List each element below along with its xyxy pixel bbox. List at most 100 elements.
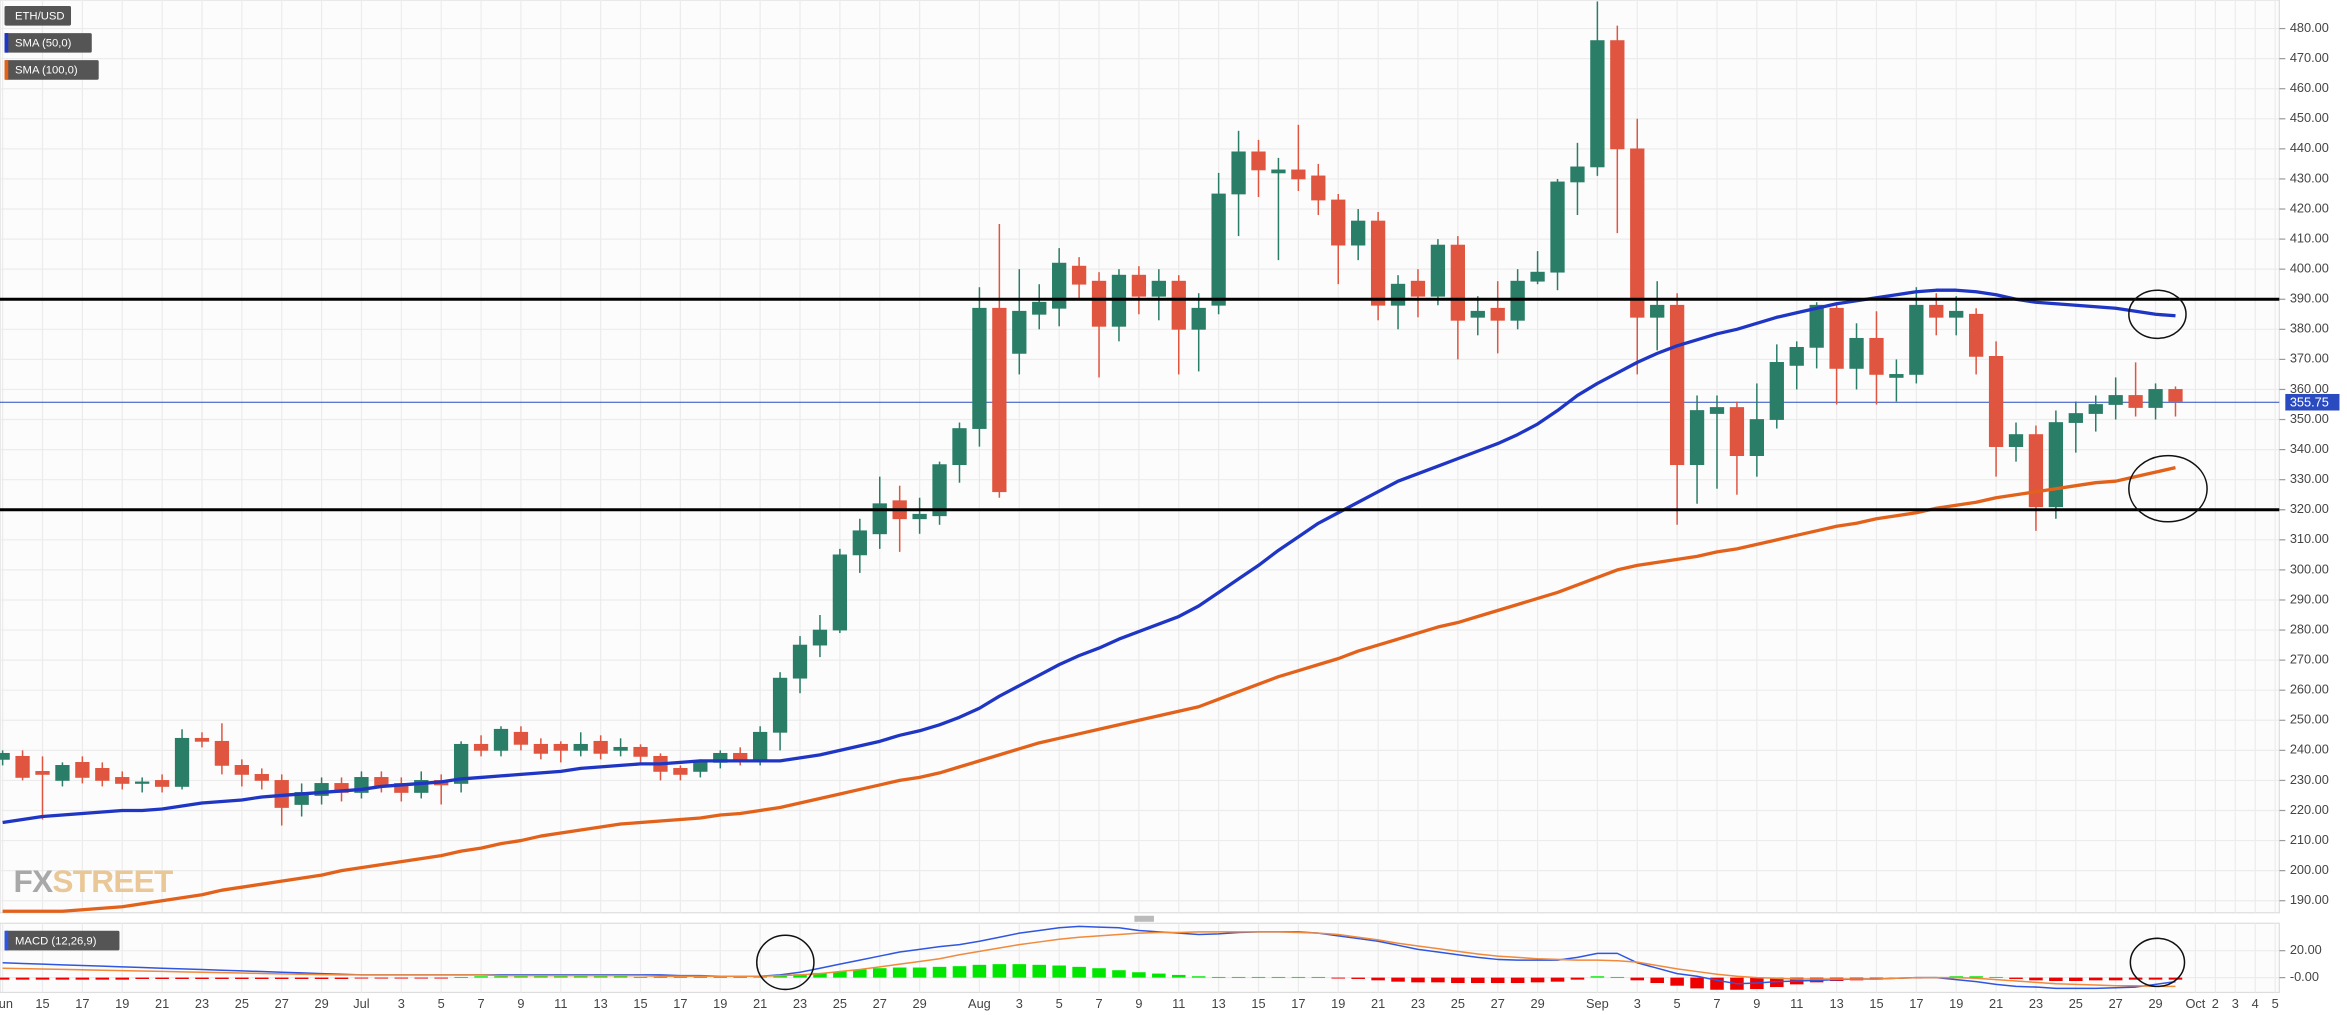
x-tick-label: Jun [0, 996, 13, 1011]
histogram-bar [972, 964, 987, 978]
x-tick-label: 25 [1451, 996, 1465, 1011]
x-tick-label: 3 [1634, 996, 1641, 1011]
candle-body [912, 513, 927, 520]
histogram-bar [613, 976, 628, 978]
histogram-bar [633, 976, 648, 978]
annotation-circle [2128, 454, 2208, 523]
histogram-bar [75, 977, 90, 980]
candle-body [533, 743, 549, 754]
candle-body [55, 765, 70, 781]
histogram-bar [235, 977, 249, 979]
candle-body [2148, 389, 2163, 408]
histogram-bar [1471, 977, 1485, 984]
histogram-bar [2088, 977, 2103, 981]
histogram-bar [872, 968, 887, 978]
x-tick-label: 11 [1172, 996, 1185, 1011]
histogram-bar [952, 966, 967, 978]
histogram-bar [15, 977, 30, 980]
candle-body [792, 644, 808, 679]
histogram-bar [932, 966, 947, 978]
histogram-bar [2108, 977, 2123, 981]
candle-body [1071, 265, 1087, 285]
sma-line [2, 466, 2176, 913]
histogram-bar [1271, 976, 1286, 978]
candle-body [1211, 193, 1226, 306]
candle-body [812, 629, 828, 646]
candle-body [214, 740, 230, 766]
x-tick-label: 25 [235, 996, 249, 1011]
histogram-bar [414, 977, 429, 979]
histogram-bar [274, 977, 289, 979]
candle-body [1012, 310, 1027, 354]
y-tick-label: 230.00 [2290, 772, 2329, 787]
histogram-bar [95, 977, 110, 980]
histogram-bar [673, 976, 688, 978]
histogram-bar [713, 976, 728, 978]
histogram-bar [1291, 976, 1306, 978]
y-tick-label: -0.00 [2290, 969, 2319, 984]
histogram-bar [1630, 977, 1645, 981]
histogram-bar [1331, 977, 1346, 979]
candle-body [2108, 395, 2123, 405]
legend-box [4, 6, 72, 26]
x-tick-label: 17 [1909, 996, 1923, 1011]
x-tick-label: 23 [2029, 996, 2043, 1011]
candle-body [1032, 301, 1047, 315]
histogram-bar [1451, 977, 1465, 984]
candle-body [1550, 181, 1565, 273]
x-tick-label: 29 [2148, 996, 2162, 1011]
histogram-bar [853, 969, 867, 978]
candle-body [1510, 280, 1525, 321]
candle-body [2048, 422, 2064, 508]
histogram-bar [514, 976, 528, 978]
candle-body [1370, 220, 1386, 306]
candle-body [2028, 434, 2044, 508]
candle-body [95, 768, 110, 781]
candle-body [1669, 304, 1685, 466]
candle-body [254, 774, 269, 781]
x-tick-label: 27 [2109, 996, 2123, 1011]
legend-box [4, 930, 120, 951]
histogram-bar [494, 976, 508, 978]
candle-body [493, 728, 509, 751]
histogram-bar [1191, 976, 1206, 978]
x-tick-label: 13 [1829, 996, 1843, 1011]
x-tick-label: 11 [554, 996, 567, 1011]
pane-handle[interactable] [1134, 915, 1154, 922]
histogram-bar [773, 975, 787, 978]
candle-body [852, 530, 867, 556]
legend-label: ETH/USD [15, 11, 64, 23]
x-tick-label: 25 [833, 996, 847, 1011]
candle-body [772, 677, 788, 733]
candle-body [633, 746, 648, 757]
y-tick-label: 370.00 [2290, 351, 2329, 366]
y-tick-label: 210.00 [2290, 832, 2329, 847]
x-tick-label: 19 [713, 996, 727, 1011]
price-pane [0, 0, 2280, 914]
legend-swatch [4, 33, 9, 53]
candle-body [1091, 280, 1107, 327]
y-tick-label: 460.00 [2290, 80, 2329, 95]
candle-body [1191, 307, 1206, 330]
y-tick-label: 390.00 [2290, 291, 2329, 306]
histogram-bar [1132, 972, 1146, 978]
histogram-bar [35, 977, 50, 980]
histogram-bar [1251, 976, 1266, 978]
candle-body [1929, 304, 1944, 318]
candle-body [1789, 346, 1804, 366]
histogram-bar [733, 976, 747, 978]
histogram-bar [892, 967, 907, 978]
watermark-prefix: FX [14, 864, 54, 900]
candle-body [1052, 262, 1067, 309]
x-tick-label: Oct [2185, 996, 2205, 1011]
macd-pane [0, 922, 2280, 994]
legend-label: MACD (12,26,9) [15, 935, 97, 947]
histogram-bar [394, 977, 409, 979]
candle-body [1769, 362, 1784, 420]
y-tick-label: 360.00 [2290, 381, 2329, 396]
histogram-bar [155, 977, 169, 979]
candle-body [1430, 244, 1446, 297]
x-tick-label: 27 [275, 996, 289, 1011]
candle-body [1849, 337, 1864, 369]
histogram-bar [354, 977, 369, 979]
